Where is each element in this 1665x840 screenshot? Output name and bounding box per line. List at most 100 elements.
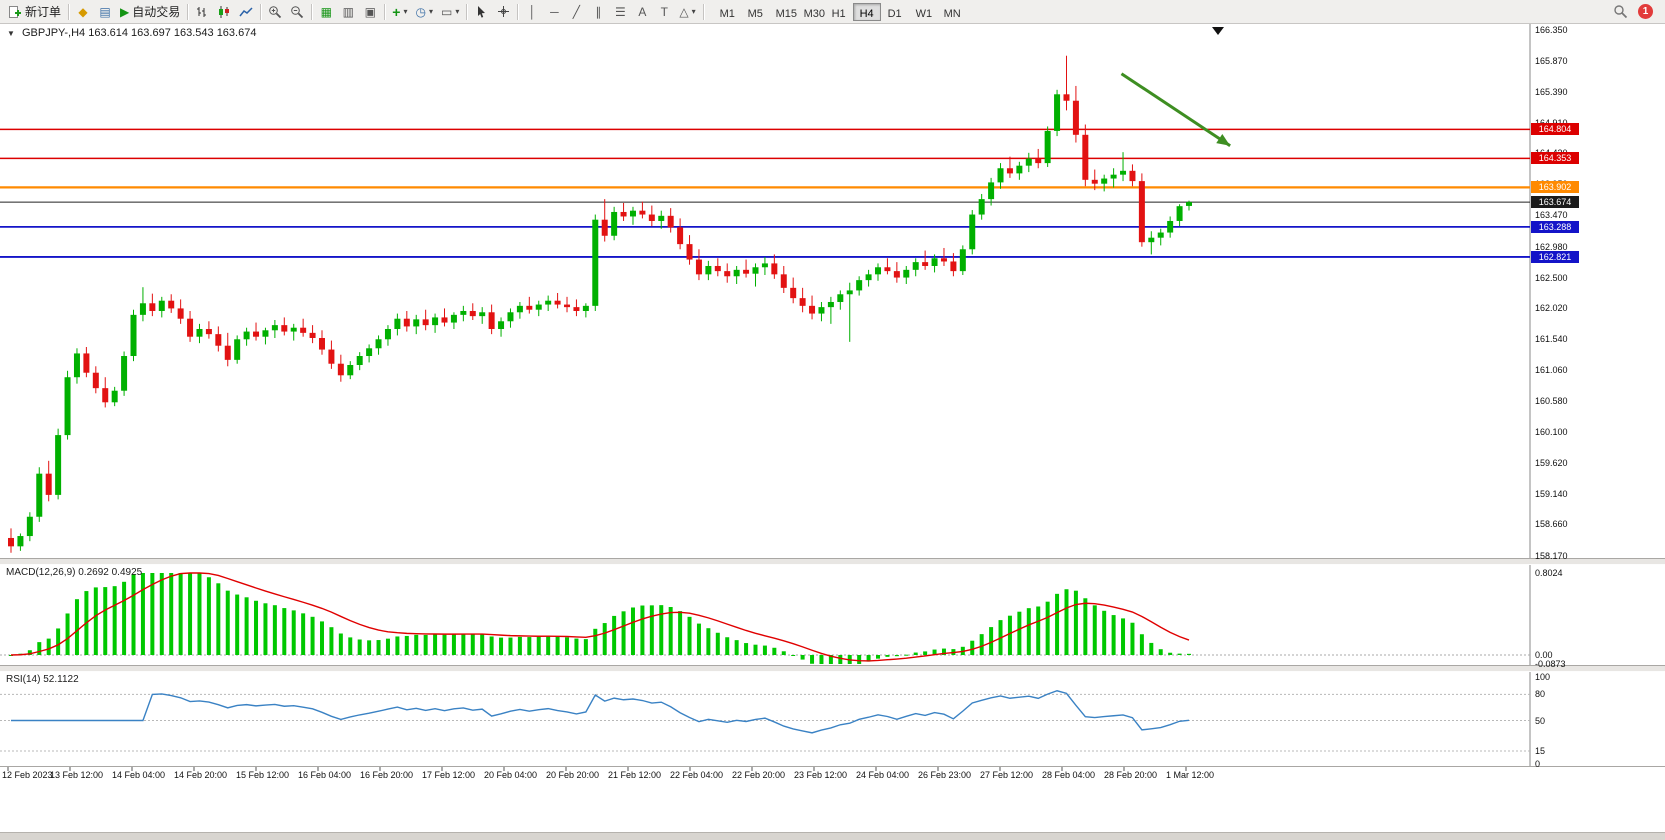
- templates-button[interactable]: ▭ ▾: [437, 2, 463, 22]
- price-label: 160.100: [1535, 426, 1568, 437]
- shapes-button[interactable]: △ ▾: [675, 2, 699, 22]
- time-label: 22 Feb 20:00: [732, 770, 786, 780]
- market-watch-button[interactable]: ◆: [72, 2, 94, 22]
- price-label: 162.020: [1535, 303, 1568, 314]
- new-order-icon: [9, 5, 21, 18]
- time-label: 12 Feb 2023: [2, 770, 53, 780]
- timeframe-button-h1[interactable]: H1: [825, 3, 853, 21]
- timeframe-button-m1[interactable]: M1: [713, 3, 741, 21]
- timeframe-toolbar: M1 M5 M15 M30 H1 H4 D1 W1 MN: [713, 2, 965, 21]
- cursor-icon: [477, 6, 485, 18]
- crosshair-icon: [497, 6, 509, 17]
- price-tag: 163.288: [1531, 220, 1579, 233]
- search-icon[interactable]: [1613, 4, 1628, 19]
- toolbar-separator: [466, 3, 468, 20]
- time-label: 23 Feb 12:00: [794, 770, 848, 780]
- price-label: 162.980: [1535, 241, 1568, 252]
- timeframe-button-h4[interactable]: H4: [852, 2, 881, 21]
- zoom-in-button[interactable]: [264, 2, 286, 22]
- indicators-button[interactable]: + ▾: [388, 2, 411, 22]
- tile-windows-icon: ▦: [320, 4, 332, 19]
- timeframe-button-m15[interactable]: M15: [769, 3, 797, 21]
- price-label: 158.660: [1535, 519, 1568, 530]
- time-label: 20 Feb 04:00: [484, 770, 538, 780]
- fibonacci-button[interactable]: ☰: [609, 2, 631, 22]
- chart-title: ▼ GBPJPY-,H4 163.614 163.697 163.543 163…: [7, 27, 256, 39]
- symbol-period-label: GBPJPY-,H4: [21, 27, 86, 39]
- toolbar-separator: [187, 3, 189, 20]
- line-chart-button[interactable]: [235, 2, 257, 22]
- navigator-icon: ▤: [99, 4, 111, 19]
- macd-scale-label: 0.8024: [1535, 568, 1563, 578]
- navigator-button[interactable]: ▤: [94, 2, 116, 22]
- cursor-button[interactable]: [470, 2, 492, 22]
- panel-divider[interactable]: [0, 665, 1665, 672]
- time-label: 17 Feb 12:00: [422, 770, 476, 780]
- rsi-scale-label: 100: [1535, 672, 1551, 682]
- macd-scale-label: -0.0873: [1535, 658, 1566, 669]
- chevron-down-icon: ▾: [428, 7, 433, 16]
- shapes-icon: △: [679, 4, 689, 19]
- vertical-line-icon: │: [528, 4, 537, 19]
- zoom-in-icon: [269, 5, 282, 18]
- autotrading-button[interactable]: ▶ 自动交易: [116, 2, 184, 22]
- toolbar-separator: [311, 3, 313, 20]
- autoscroll-marker-icon[interactable]: [1212, 27, 1224, 35]
- template-icon: ▭: [440, 4, 453, 19]
- crosshair-button[interactable]: [492, 2, 514, 22]
- tile-windows-button[interactable]: ▦: [315, 2, 337, 22]
- new-order-button[interactable]: 新订单: [4, 2, 65, 22]
- timeframe-button-d1[interactable]: D1: [881, 3, 909, 21]
- timeframe-button-mn[interactable]: MN: [937, 3, 965, 21]
- new-order-label: 新订单: [25, 5, 62, 19]
- time-label: 1 Mar 12:00: [1166, 770, 1215, 780]
- time-label: 20 Feb 20:00: [546, 770, 600, 780]
- periods-button[interactable]: ◷ ▾: [411, 2, 437, 22]
- price-tag: 163.902: [1531, 181, 1579, 194]
- channel-button[interactable]: ∥: [587, 2, 609, 22]
- time-label: 13 Feb 12:00: [50, 770, 104, 780]
- time-label: 24 Feb 04:00: [856, 770, 910, 780]
- channel-icon: ∥: [595, 4, 602, 19]
- macd-scale-label: 0.00: [1535, 650, 1553, 660]
- zoom-out-button[interactable]: [286, 2, 308, 22]
- trendline-button[interactable]: ╱: [565, 2, 587, 22]
- panel-divider[interactable]: [0, 558, 1665, 565]
- candlestick-chart-button[interactable]: [213, 2, 235, 22]
- notification-badge[interactable]: 1: [1638, 4, 1653, 19]
- time-label: 28 Feb 20:00: [1104, 770, 1158, 780]
- fibonacci-icon: ☰: [614, 4, 626, 19]
- label-tool-button[interactable]: T: [653, 2, 675, 22]
- toolbar-separator: [702, 3, 704, 20]
- time-axis-separator: [0, 766, 1665, 767]
- time-label: 14 Feb 04:00: [112, 770, 166, 780]
- autotrading-label: 自动交易: [132, 5, 181, 19]
- timeframe-button-m5[interactable]: M5: [741, 3, 769, 21]
- timeframe-button-w1[interactable]: W1: [909, 3, 937, 21]
- time-label: 22 Feb 04:00: [670, 770, 724, 780]
- text-tool-button[interactable]: A: [631, 2, 653, 22]
- autotrading-icon: ▶: [120, 4, 130, 19]
- label-tool-icon: T: [660, 4, 668, 19]
- toolbar-separator: [260, 3, 262, 20]
- price-tag: 162.821: [1531, 250, 1579, 263]
- chevron-down-icon: ▾: [403, 7, 408, 16]
- price-tag: 164.804: [1531, 123, 1579, 136]
- chart-dropdown-icon[interactable]: ▼: [7, 29, 15, 38]
- vertical-line-button[interactable]: │: [521, 2, 543, 22]
- horizontal-line-button[interactable]: ─: [543, 2, 565, 22]
- bar-chart-button[interactable]: [191, 2, 213, 22]
- price-label: 160.580: [1535, 396, 1568, 406]
- text-tool-icon: A: [638, 4, 647, 19]
- cascade-windows-button[interactable]: ▥: [337, 2, 359, 22]
- price-label: 166.350: [1535, 25, 1568, 35]
- macd-indicator-label: MACD(12,26,9) 0.2692 0.4925: [6, 567, 143, 578]
- chevron-down-icon: ▾: [691, 7, 696, 16]
- timeframe-button-m30[interactable]: M30: [797, 3, 825, 21]
- trendline-icon: ╱: [572, 4, 580, 19]
- arrange-windows-button[interactable]: ▣: [359, 2, 381, 22]
- rsi-indicator-label: RSI(14) 52.1122: [6, 674, 79, 685]
- time-label: 21 Feb 12:00: [608, 770, 662, 780]
